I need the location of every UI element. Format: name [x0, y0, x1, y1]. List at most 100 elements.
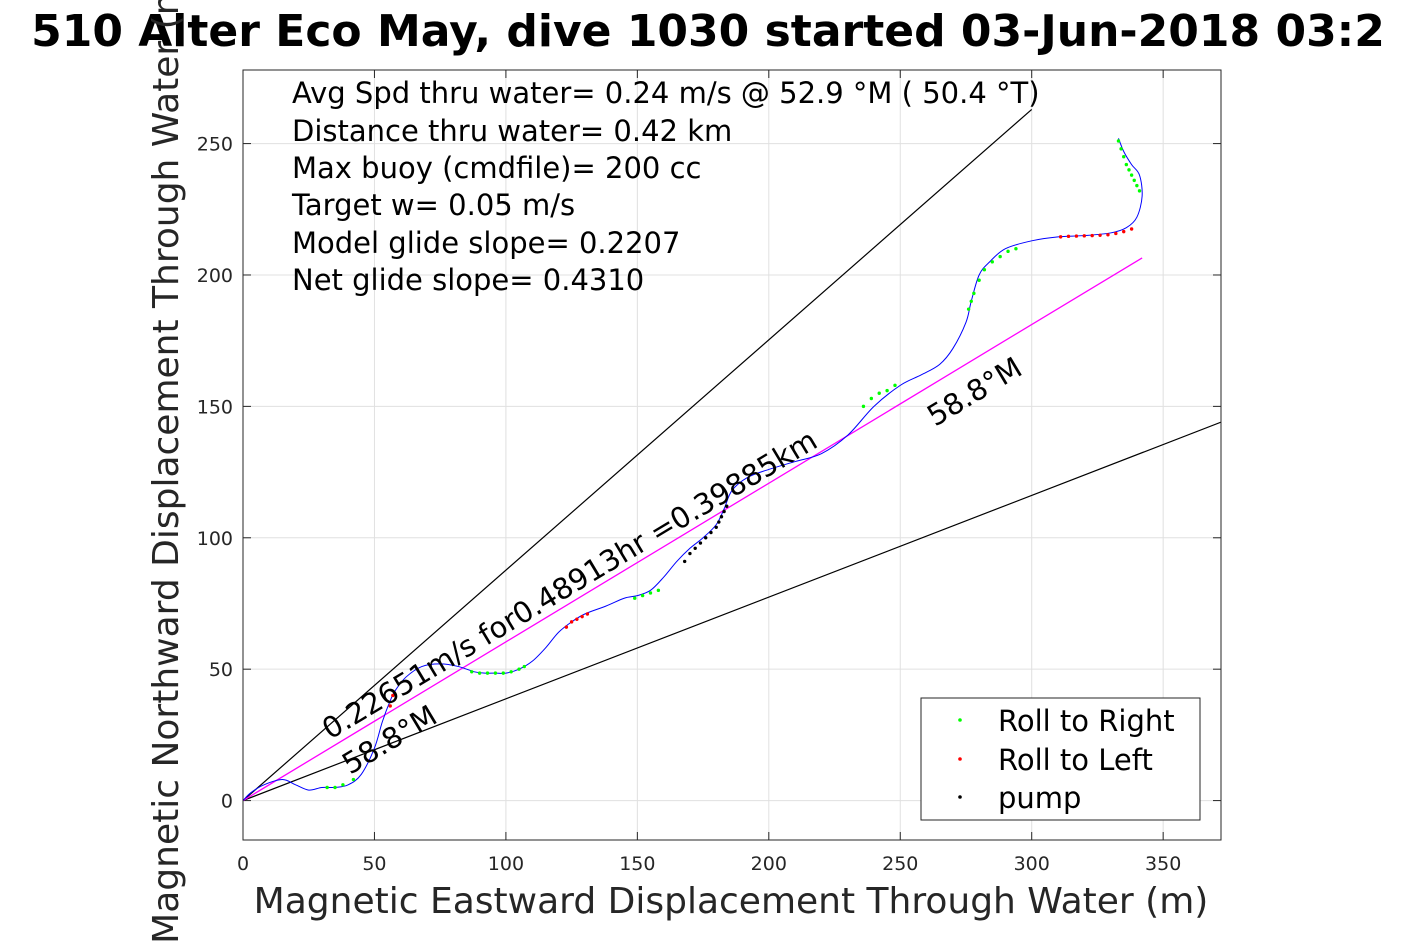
y-tick-label: 0	[221, 791, 233, 813]
roll-right-point	[977, 278, 981, 282]
roll-right-point	[470, 670, 474, 674]
legend-pump: pump	[998, 781, 1081, 815]
heading-cone-line	[243, 108, 1033, 802]
y-tick-label: 100	[197, 528, 233, 550]
roll-right-point	[640, 593, 645, 598]
annotation-model-glide: Model glide slope= 0.2207	[292, 226, 680, 260]
roll-right-point	[477, 671, 482, 675]
roll-right-point	[333, 785, 337, 790]
roll-right-point	[1116, 139, 1121, 143]
roll-right-point	[1014, 247, 1018, 251]
roll-left-point	[569, 620, 574, 624]
axes-box	[242, 69, 1222, 841]
roll-right-point	[966, 307, 971, 311]
y-tick-label: 50	[209, 659, 233, 681]
pump-point	[719, 515, 724, 519]
x-tick-label: 100	[488, 853, 524, 875]
glider-track-line	[243, 138, 1143, 801]
heading-cone-line	[243, 421, 1221, 802]
annotation-distance: Distance thru water= 0.42 km	[292, 114, 732, 148]
x-tick-label: 150	[619, 853, 655, 875]
legend-box	[920, 697, 1201, 821]
pump-point	[688, 551, 692, 556]
roll-left-point	[580, 614, 584, 619]
roll-right-point	[1132, 178, 1136, 183]
annotation-max-buoy: Max buoy (cmdfile)= 200 cc	[292, 151, 701, 185]
plot-area	[243, 108, 1221, 802]
tick-labels: 0 50 100 150 200 250 300 350 0 50 100 150 200 250	[197, 134, 1182, 875]
x-tick-label: 300	[1014, 853, 1050, 875]
roll-left-point	[1090, 233, 1094, 238]
legend: Roll to Right Roll to Left pump	[920, 697, 1201, 821]
roll-left-point	[391, 693, 395, 698]
track-speed-label: 0.22651m/s for0.48913hr =0.39885km	[316, 423, 823, 746]
roll-right-point	[861, 404, 866, 409]
roll-right-point	[517, 667, 521, 671]
y-tick-label: 200	[197, 265, 233, 287]
pump-point	[682, 559, 687, 564]
pump-point	[704, 536, 708, 540]
annotation-target-w: Target w= 0.05 m/s	[291, 188, 575, 222]
roll-left-point	[1082, 234, 1086, 238]
roll-left-point	[575, 617, 579, 621]
roll-left-point	[1058, 235, 1063, 239]
roll-left-point	[1098, 233, 1102, 238]
roll-right-point	[1127, 168, 1131, 172]
annotation-block: Avg Spd thru water= 0.24 m/s @ 52.9 °M (…	[291, 76, 1040, 297]
pump-point	[698, 541, 703, 545]
roll-right-point	[1129, 173, 1134, 177]
roll-right-point	[998, 254, 1002, 259]
x-tick-label: 350	[1145, 853, 1181, 875]
roll-left-point	[388, 704, 392, 708]
roll-left-point	[585, 612, 590, 616]
x-tick-label: 0	[237, 853, 249, 875]
x-axis-label: Magnetic Eastward Displacement Through W…	[254, 881, 1209, 922]
roll-right-point	[1124, 162, 1129, 167]
roll-right-point	[885, 388, 889, 393]
roll-right-point	[325, 785, 329, 790]
roll-right-point	[633, 596, 637, 600]
annotation-avg-speed: Avg Spd thru water= 0.24 m/s @ 52.9 °M (…	[292, 76, 1040, 110]
chart-title: 510 Alter Eco May, dive 1030 started 03-…	[31, 6, 1385, 57]
roll-left-point	[1129, 227, 1134, 231]
roll-right-point	[501, 671, 505, 675]
annotation-net-glide: Net glide slope= 0.4310	[292, 263, 644, 297]
roll-right-point	[485, 671, 490, 675]
legend-marker-roll-right	[958, 718, 962, 722]
pump-point	[722, 509, 726, 514]
roll-right-point	[1135, 183, 1139, 188]
roll-right-point	[982, 268, 987, 272]
roll-right-point	[990, 260, 994, 264]
roll-right-point	[969, 299, 973, 303]
roll-right-point	[1122, 155, 1126, 159]
net-heading-line	[243, 257, 1143, 802]
heading-label-far: 58.8°M	[921, 350, 1028, 433]
roll-right-point	[656, 588, 661, 593]
legend-roll-left: Roll to Left	[998, 743, 1153, 777]
roll-left-point	[564, 625, 569, 629]
pump-point	[709, 530, 713, 535]
roll-right-point	[893, 383, 897, 388]
roll-left-point	[1066, 234, 1071, 239]
roll-left-point	[1106, 233, 1110, 237]
roll-right-point	[522, 664, 527, 669]
x-tick-label: 200	[751, 853, 787, 875]
pump-point	[714, 525, 718, 529]
roll-right-point	[341, 783, 345, 787]
roll-right-point	[869, 396, 874, 401]
roll-right-point	[493, 671, 498, 675]
pump-point	[693, 546, 697, 550]
roll-right-point	[351, 777, 356, 782]
roll-left-point	[1114, 231, 1118, 236]
y-tick-label: 250	[197, 134, 233, 156]
x-tick-label: 250	[882, 853, 918, 875]
roll-right-point	[509, 670, 513, 674]
roll-right-point	[1119, 147, 1123, 151]
pump-point	[717, 520, 721, 524]
roll-right-point	[877, 391, 881, 395]
legend-marker-roll-left	[958, 757, 962, 761]
legend-roll-right: Roll to Right	[998, 704, 1175, 738]
roll-right-point	[648, 591, 653, 595]
y-axis-label: Magnetic Northward Displacement Through …	[146, 0, 187, 944]
